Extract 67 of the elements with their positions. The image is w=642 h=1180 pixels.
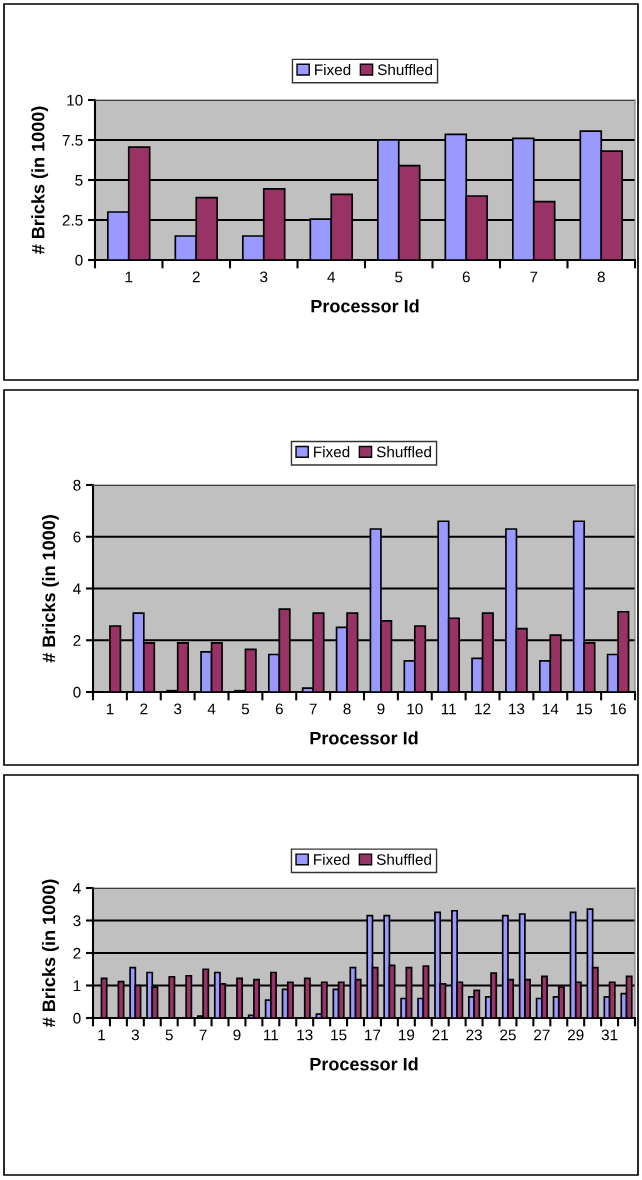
x-tick-label: 3 — [174, 703, 182, 715]
x-tick-label: 3 — [131, 1029, 139, 1041]
y-tick-label: 3 — [73, 915, 81, 927]
x-tick-label: 29 — [567, 1029, 584, 1041]
x-tick-label: 1 — [125, 271, 133, 283]
x-tick-label: 12 — [475, 703, 491, 715]
y-tick-label: 2 — [73, 947, 81, 959]
x-tick-label: 6 — [462, 271, 470, 283]
x-tick-label: 4 — [207, 703, 216, 715]
y-axis-title: # Bricks (in 1000) — [31, 106, 49, 254]
y-axis-title: # Bricks (in 1000) — [41, 515, 59, 663]
x-tick-label: 25 — [500, 1029, 516, 1041]
x-tick-label: 9 — [377, 703, 385, 715]
x-tick-label: 15 — [331, 1029, 347, 1041]
x-tick-label: 14 — [542, 703, 559, 715]
legend-label: Fixed — [315, 63, 351, 76]
x-tick-label: 7 — [199, 1029, 207, 1041]
x-tick-label: 13 — [297, 1029, 313, 1041]
x-tick-label: 13 — [509, 703, 525, 715]
x-tick-label: 7 — [530, 271, 538, 283]
x-axis-title: Processor Id — [311, 299, 419, 313]
x-axis-title: Processor Id — [310, 1057, 418, 1071]
x-tick-label: 2 — [140, 703, 148, 715]
x-tick-label: 5 — [165, 1029, 173, 1041]
x-tick-label: 11 — [441, 703, 456, 715]
x-tick-label: 8 — [597, 271, 605, 283]
y-axis-title: # Bricks (in 1000) — [41, 879, 59, 1027]
x-tick-label: 23 — [466, 1029, 482, 1041]
x-tick-label: 8 — [343, 703, 351, 715]
y-tick-label: 0 — [73, 1012, 81, 1024]
x-tick-label: 16 — [610, 703, 626, 715]
x-tick-label: 1 — [106, 703, 114, 715]
y-tick-label: 2.5 — [62, 214, 83, 226]
y-tick-label: 0 — [73, 686, 81, 698]
x-tick-label: 2 — [192, 271, 200, 283]
legend-label: Fixed — [314, 853, 350, 865]
x-tick-label: 9 — [233, 1029, 241, 1041]
x-tick-label: 27 — [534, 1029, 550, 1041]
y-tick-label: 10 — [67, 94, 83, 106]
legend-label: Fixed — [314, 446, 350, 458]
x-tick-label: 21 — [432, 1029, 448, 1041]
x-tick-label: 5 — [241, 703, 250, 715]
y-tick-label: 7.5 — [62, 135, 83, 146]
x-tick-label: 15 — [576, 703, 593, 715]
x-tick-label: 6 — [275, 703, 283, 715]
y-tick-label: 4 — [73, 883, 81, 894]
y-tick-label: 1 — [73, 980, 81, 992]
x-tick-label: 10 — [407, 703, 423, 715]
y-tick-label: 5 — [75, 175, 83, 186]
y-tick-label: 8 — [73, 479, 81, 491]
x-tick-label: 11 — [264, 1029, 279, 1041]
x-tick-label: 17 — [365, 1029, 381, 1041]
x-tick-label: 4 — [327, 271, 336, 283]
y-tick-label: 2 — [73, 635, 81, 646]
x-tick-label: 31 — [601, 1029, 618, 1041]
x-tick-label: 19 — [399, 1029, 415, 1041]
y-tick-label: 6 — [73, 531, 81, 543]
y-tick-label: 0 — [75, 254, 83, 266]
x-tick-label: 7 — [309, 703, 317, 715]
x-axis-title: Processor Id — [310, 731, 418, 745]
x-tick-label: 1 — [98, 1029, 105, 1041]
x-tick-label: 3 — [260, 271, 268, 283]
legend-label: Shuffled — [377, 63, 432, 76]
y-tick-label: 4 — [73, 583, 81, 595]
x-tick-label: 5 — [395, 271, 403, 283]
legend-label: Shuffled — [376, 446, 431, 458]
legend-label: Shuffled — [376, 853, 431, 865]
